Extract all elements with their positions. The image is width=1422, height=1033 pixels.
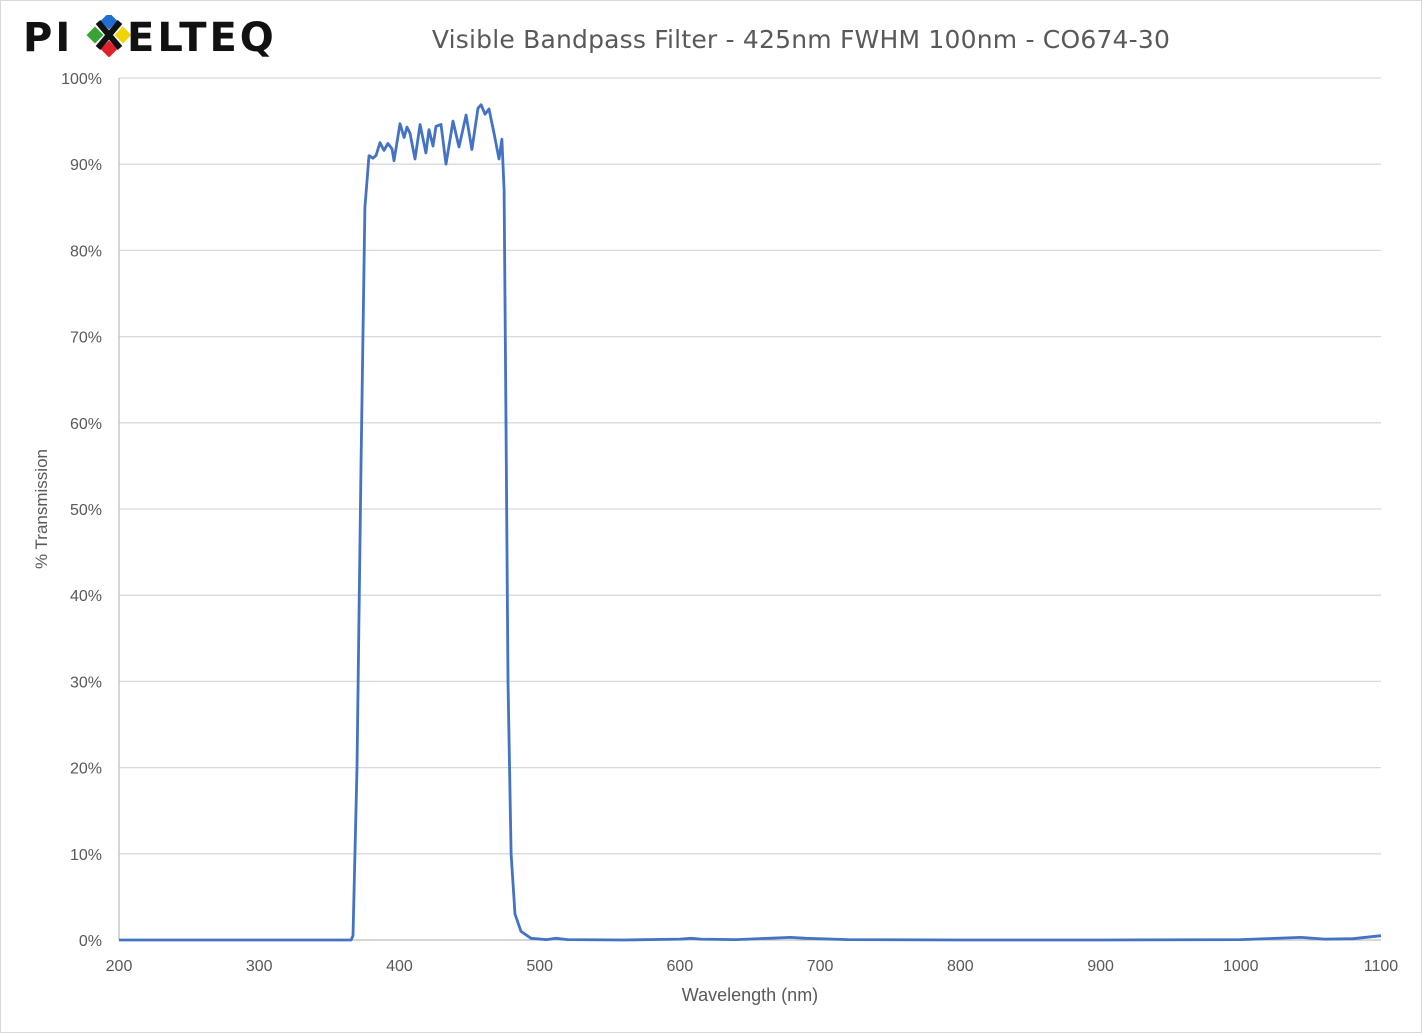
- y-tick-label: 100%: [61, 71, 102, 88]
- x-tick-label: 700: [807, 958, 834, 975]
- x-tick-label: 1000: [1223, 958, 1259, 975]
- x-axis-label: Wavelength (nm): [682, 985, 818, 1005]
- chart-title: Visible Bandpass Filter - 425nm FWHM 100…: [431, 25, 1171, 54]
- x-tick-label: 600: [667, 958, 694, 975]
- y-tick-label: 0%: [79, 933, 102, 950]
- y-axis-label: % Transmission: [32, 449, 51, 569]
- y-tick-label: 80%: [70, 243, 102, 260]
- transmission-curve: [119, 103, 1382, 942]
- svg-text:ELTEQ: ELTEQ: [127, 15, 277, 57]
- y-tick-label: 50%: [70, 502, 102, 519]
- x-tick-label: 900: [1087, 958, 1114, 975]
- y-tick-label: 60%: [70, 416, 102, 433]
- y-tick-label: 40%: [70, 588, 102, 605]
- x-tick-label: 500: [526, 958, 553, 975]
- x-tick-label: 1100: [1364, 958, 1399, 975]
- y-tick-label: 10%: [70, 847, 102, 864]
- y-tick-label: 70%: [70, 330, 102, 347]
- x-tick-label: 800: [947, 958, 974, 975]
- y-tick-label: 20%: [70, 761, 102, 778]
- y-tick-label: 90%: [70, 157, 102, 174]
- x-tick-label: 200: [106, 958, 133, 975]
- svg-text:PI: PI: [23, 15, 73, 57]
- x-tick-label: 400: [386, 958, 413, 975]
- x-tick-label: 300: [246, 958, 273, 975]
- pixelteq-logo: PI ELTEQ: [23, 15, 277, 57]
- y-tick-label: 30%: [70, 674, 102, 691]
